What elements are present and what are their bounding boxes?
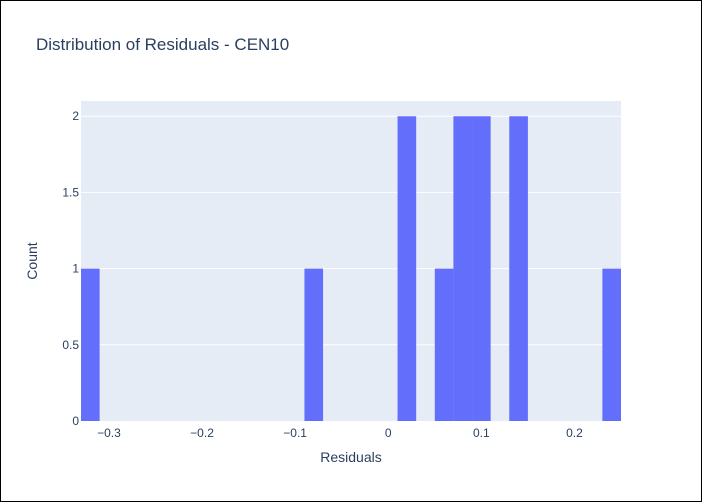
histogram-bar [472,116,491,421]
y-tick-label: 1 [72,262,79,276]
y-tick-label: 2 [72,109,79,123]
histogram-bar [453,116,473,421]
y-axis-title: Count [24,242,40,279]
histogram-bar [304,268,324,421]
y-axis-ticks: 0 0.5 1 1.5 2 [62,109,79,428]
x-tick-label: 0 [385,426,392,440]
y-tick-label: 0.5 [62,338,79,352]
chart-title: Distribution of Residuals - CEN10 [36,35,290,54]
x-axis-title: Residuals [320,449,381,465]
gridlines [81,115,621,346]
x-tick-label: −0.3 [97,426,121,440]
x-tick-label: 0.1 [473,426,490,440]
x-tick-label: −0.2 [190,426,214,440]
histogram-bar [397,116,417,421]
histogram-bar [434,268,454,421]
histogram-bar [602,268,621,421]
histogram-bar [81,268,100,421]
bars [81,116,621,421]
x-axis-ticks: −0.3 −0.2 −0.1 0 0.1 0.2 [97,426,583,440]
y-tick-label: 1.5 [62,185,79,199]
x-tick-label: −0.1 [283,426,307,440]
histogram-bar [509,116,528,421]
x-tick-label: 0.2 [566,426,583,440]
plot-area [81,101,621,421]
y-tick-label: 0 [72,414,79,428]
